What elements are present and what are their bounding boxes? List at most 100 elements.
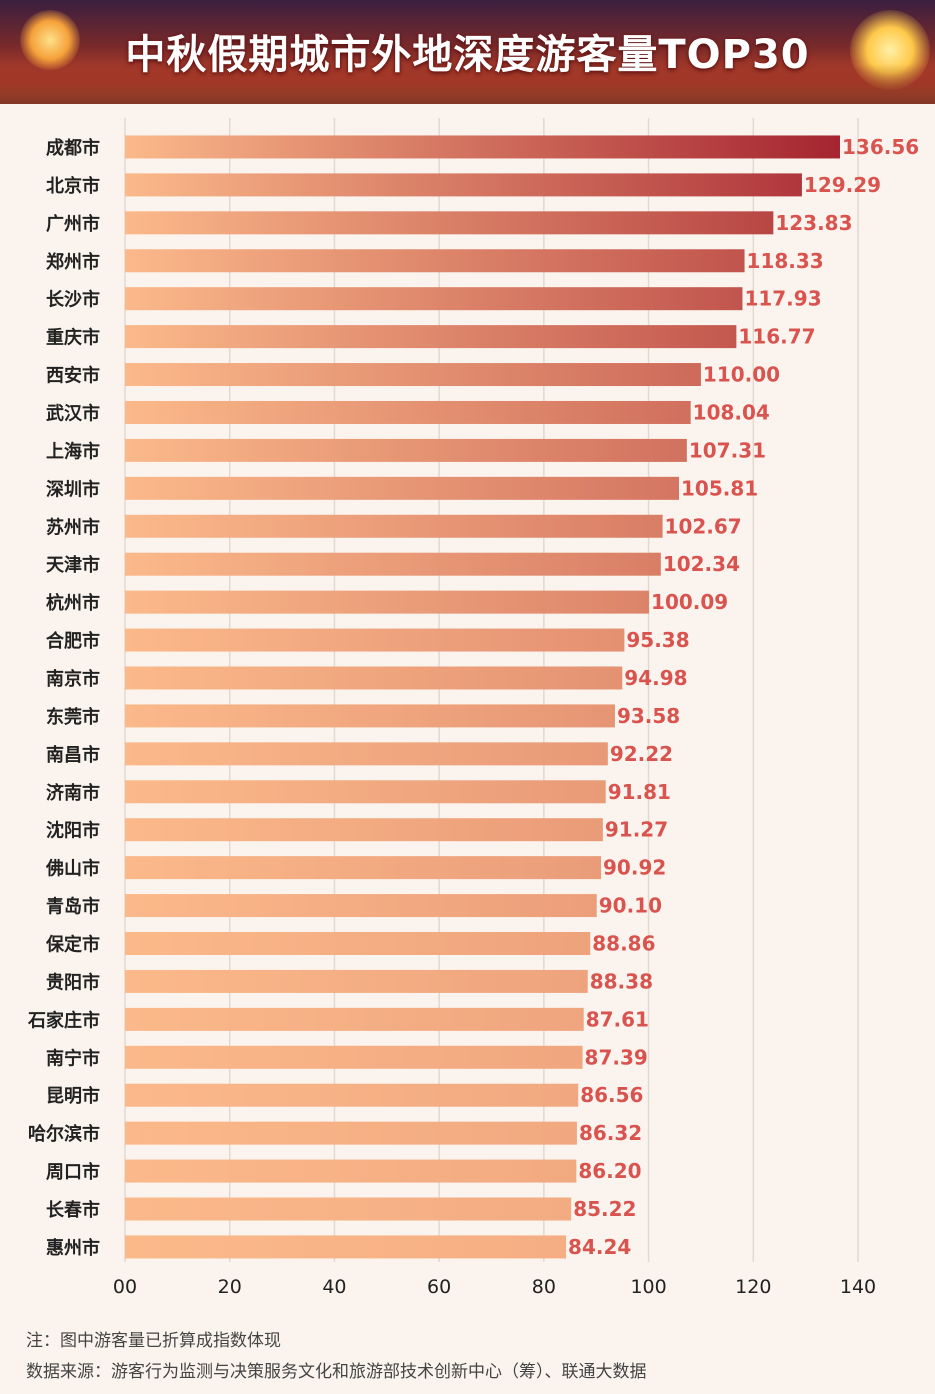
category-label: 周口市 [46,1161,100,1183]
bar [125,742,608,766]
note-text: 注：图中游客量已折算成指数体现 [26,1331,281,1351]
bar [125,287,743,311]
category-label: 合肥市 [46,630,100,652]
value-label: 102.34 [663,552,740,576]
category-label: 北京市 [46,175,100,197]
value-label: 105.81 [681,476,758,500]
banner-scenery [0,64,935,104]
category-label: 杭州市 [46,592,100,614]
value-label: 85.22 [573,1197,636,1221]
bar [125,325,737,349]
value-label: 95.38 [626,628,689,652]
bar [125,1121,577,1145]
value-label: 87.61 [586,1007,649,1031]
value-label: 118.33 [747,249,824,273]
bar [125,969,588,993]
category-label: 重庆市 [46,327,100,349]
value-label: 136.56 [842,135,919,159]
category-label: 佛山市 [45,858,100,880]
category-label: 广州市 [46,213,100,235]
bar [125,514,663,538]
category-label: 苏州市 [46,516,100,538]
category-label: 沈阳市 [46,820,100,842]
value-label: 94.98 [624,666,687,690]
value-label: 129.29 [804,173,881,197]
bar [125,1197,572,1221]
category-label: 深圳市 [46,478,100,500]
bar [125,249,745,273]
value-label: 110.00 [703,363,780,387]
value-label: 88.38 [590,969,653,993]
value-label: 123.83 [775,211,852,235]
value-label: 100.09 [651,590,728,614]
category-label: 昆明市 [46,1085,100,1107]
category-label: 南昌市 [46,744,100,766]
x-tick-label: 20 [218,1276,242,1298]
value-label: 91.27 [605,818,668,842]
bar [125,704,615,728]
x-tick-label: 140 [840,1276,876,1298]
category-label: 南京市 [46,668,100,690]
value-label: 116.77 [738,325,815,349]
category-label: 长沙市 [46,289,100,311]
title-banner [0,0,935,104]
x-tick-label: 120 [735,1276,771,1298]
category-label: 上海市 [46,440,100,462]
value-label: 87.39 [585,1045,648,1069]
bar [125,1083,579,1107]
category-label: 东莞市 [46,706,100,728]
x-tick-label: 40 [322,1276,346,1298]
category-label: 济南市 [46,782,100,804]
bar [125,590,650,614]
category-label: 惠州市 [46,1237,100,1259]
category-label: 保定市 [45,933,100,955]
category-label: 哈尔滨市 [28,1123,100,1145]
bar [125,780,606,804]
value-label: 84.24 [568,1235,631,1259]
value-label: 86.20 [578,1159,641,1183]
bar [125,363,701,387]
bar [125,211,774,235]
bar [125,552,661,576]
bar [125,818,603,842]
category-label: 石家庄市 [27,1009,100,1031]
bar-chart: 成都市 136.56 北京市 129.29 广州市 123.83 郑州市 118.33 长沙市 1… [27,118,919,1298]
bar [125,894,597,918]
category-label: 武汉市 [46,402,100,424]
bar [125,476,679,500]
x-tick-label: 60 [427,1276,451,1298]
category-label: 西安市 [46,365,100,387]
bar [125,135,840,159]
value-label: 91.81 [608,780,671,804]
bar [125,173,802,197]
bar [125,1159,577,1183]
category-label: 长春市 [46,1199,100,1221]
value-label: 108.04 [693,400,770,424]
x-tick-label: 00 [113,1276,137,1298]
category-label: 贵阳市 [46,971,100,993]
value-label: 92.22 [610,742,673,766]
value-label: 93.58 [617,704,680,728]
category-label: 天津市 [46,554,100,576]
value-label: 86.32 [579,1121,642,1145]
x-tick-label: 80 [532,1276,556,1298]
value-label: 117.93 [744,287,821,311]
bar [125,1007,584,1031]
category-label: 青岛市 [46,896,100,918]
category-label: 南宁市 [46,1047,100,1069]
bar [125,931,591,955]
value-label: 88.86 [592,931,655,955]
bar [125,666,623,690]
category-label: 成都市 [46,137,100,159]
value-label: 90.92 [603,856,666,880]
source-text: 数据来源：游客行为监测与决策服务文化和旅游部技术创新中心（筹）、联通大数据 [26,1362,647,1382]
category-label: 郑州市 [46,251,100,273]
bar [125,856,602,880]
value-label: 86.56 [580,1083,643,1107]
bar [125,628,625,652]
bar [125,1235,567,1259]
bar [125,438,687,462]
chart-title: 中秋假期城市外地深度游客量TOP30 [125,32,810,78]
value-label: 102.67 [665,514,742,538]
value-label: 90.10 [599,894,662,918]
